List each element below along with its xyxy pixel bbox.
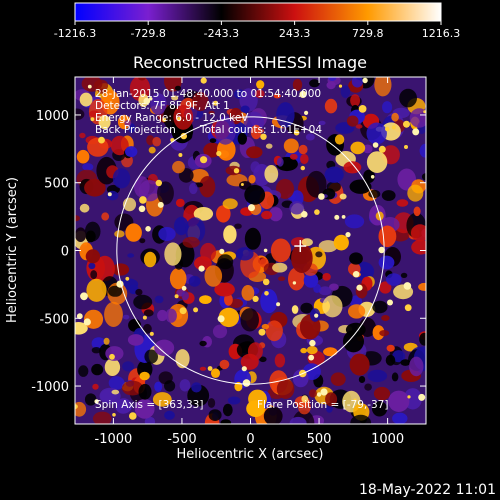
x-tick-label: 500 — [307, 432, 332, 447]
heatmap-image — [75, 77, 426, 424]
x-tick-label: -500 — [167, 432, 197, 447]
x-tick-label: 0 — [246, 432, 254, 447]
colorbar-tick-label: -243.3 — [204, 27, 239, 40]
x-axis-label: Heliocentric X (arcsec) — [177, 447, 324, 462]
spin-axis-marker — [294, 240, 307, 253]
colorbar-tick-label: 243.3 — [279, 27, 311, 40]
y-tick-label: -1000 — [31, 380, 69, 395]
annotation-time-range: 28-Jan-2015 01:48:40.000 to 01:54:40.000 — [95, 88, 321, 100]
colorbar-tick-label: 1216.3 — [422, 27, 461, 40]
annotation-detectors: Detectors: 7F 8F 9F, Att 1 — [95, 100, 230, 112]
x-tick-label: 1000 — [371, 432, 404, 447]
footer-timestamp: 18-May-2022 11:01 — [359, 482, 496, 498]
y-tick-label: -500 — [39, 312, 69, 327]
x-tick-label: -1000 — [95, 432, 133, 447]
y-tick-label: 1000 — [36, 109, 69, 124]
plot-area: -1000 -500 0 500 1000 -1000 -500 0 500 1000 — [31, 76, 427, 447]
colorbar-tick-label: -729.8 — [130, 27, 165, 40]
solar-disk-outline — [116, 116, 385, 385]
annotation-energy-range: Energy Range: 6.0 - 12.0 keV — [95, 112, 249, 124]
annotation-flare-position: Flare Position = [-79,-37] — [257, 399, 388, 411]
colorbar: -1216.3 -729.8 -243.3 243.3 729.8 1216.3 — [54, 2, 461, 40]
y-axis-label: Heliocentric Y (arcsec) — [5, 177, 20, 323]
y-tick-label: 500 — [44, 177, 69, 192]
chart-title: Reconstructed RHESSI Image — [133, 53, 367, 72]
annotation-method: Back Projection — [95, 124, 176, 136]
colorbar-tick-label: -1216.3 — [54, 27, 96, 40]
annotation-total-counts: Total counts: 1.01E+04 — [199, 124, 322, 136]
annotations: 28-Jan-2015 01:48:40.000 to 01:54:40.000… — [95, 88, 388, 411]
y-tick-label: 0 — [61, 245, 69, 260]
colorbar-tick-label: 729.8 — [352, 27, 384, 40]
annotation-spin-axis: Spin Axis = [363,33] — [95, 399, 203, 411]
colorbar-gradient — [74, 2, 442, 22]
